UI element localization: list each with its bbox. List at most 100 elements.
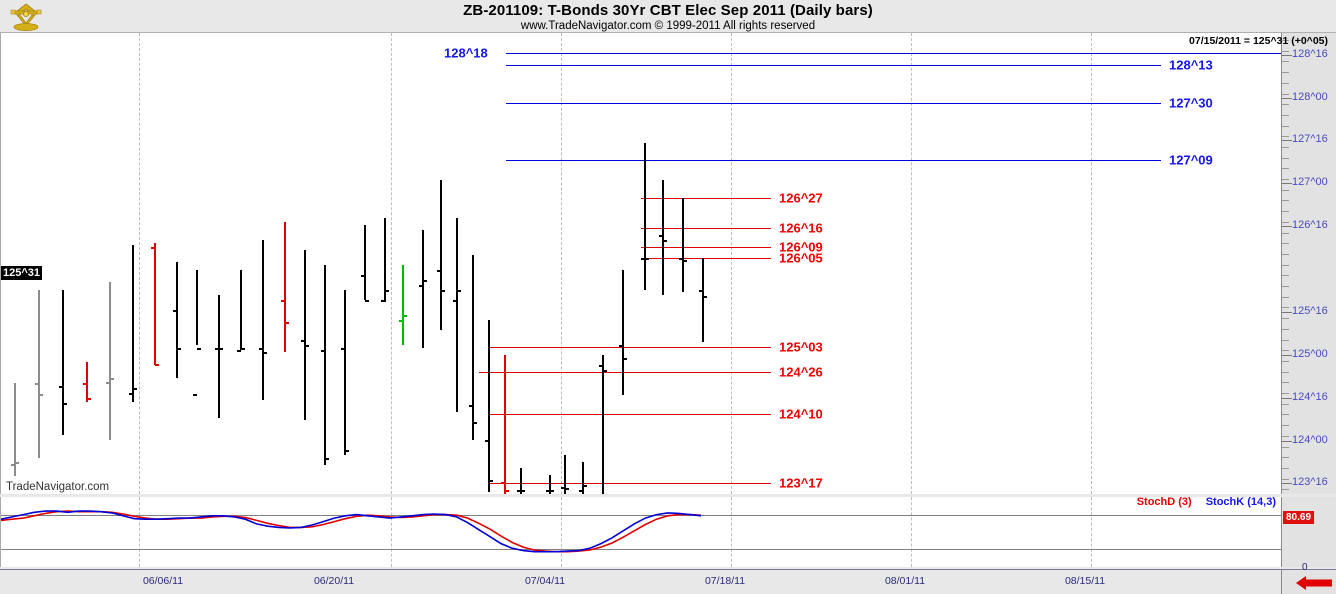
level-label-128^13: 128^13 bbox=[1169, 57, 1213, 73]
bar-stem bbox=[456, 218, 458, 412]
bar-close-tick bbox=[263, 352, 267, 354]
price-axis-minor-tick bbox=[1282, 222, 1289, 223]
price-axis-tick bbox=[1282, 226, 1292, 227]
bar-open-tick bbox=[281, 300, 285, 302]
ohlc-bar bbox=[641, 143, 649, 290]
oscillator-vertical-gridline bbox=[911, 497, 912, 567]
price-axis-minor-tick bbox=[1282, 340, 1289, 341]
price-axis-label: 125^00 bbox=[1292, 348, 1328, 360]
date-axis[interactable]: 06/06/11 06/20/11 07/04/11 07/18/11 08/01/11… bbox=[0, 570, 1336, 594]
price-axis-minor-tick bbox=[1282, 61, 1289, 62]
oscillator-axis: 80.69 bbox=[1281, 497, 1336, 567]
bar-open-tick bbox=[579, 490, 583, 492]
ohlc-bar bbox=[469, 255, 477, 440]
price-axis-minor-tick bbox=[1282, 254, 1289, 255]
level-label-127^09: 127^09 bbox=[1169, 152, 1213, 168]
bar-close-tick bbox=[87, 398, 91, 400]
bar-close-tick bbox=[703, 296, 707, 298]
price-axis-minor-tick bbox=[1282, 382, 1289, 383]
ohlc-bar bbox=[437, 180, 445, 330]
bar-close-tick bbox=[219, 348, 223, 350]
bar-close-tick bbox=[197, 348, 201, 350]
bar-open-tick bbox=[215, 348, 219, 350]
bar-stem bbox=[549, 475, 551, 497]
price-axis-label: 128^16 bbox=[1292, 48, 1328, 60]
bar-close-tick bbox=[133, 388, 137, 390]
price-axis-label: 127^00 bbox=[1292, 176, 1328, 188]
bar-close-tick bbox=[683, 260, 687, 262]
level-label-127^30: 127^30 bbox=[1169, 95, 1213, 111]
ohlc-bar bbox=[237, 270, 245, 352]
bar-stem bbox=[682, 198, 684, 292]
price-axis-minor-tick bbox=[1282, 40, 1289, 41]
level-label-126^27: 126^27 bbox=[779, 190, 823, 206]
price-axis-minor-tick bbox=[1282, 318, 1289, 319]
ohlc-bar bbox=[485, 320, 493, 492]
price-axis-tick bbox=[1282, 312, 1292, 313]
oscillator-vertical-gridline bbox=[391, 497, 392, 567]
ohlc-bar bbox=[501, 355, 509, 497]
price-axis-minor-tick bbox=[1282, 436, 1289, 437]
bar-stem bbox=[662, 180, 664, 295]
bar-close-tick bbox=[645, 258, 649, 260]
ohlc-bar bbox=[215, 295, 223, 418]
price-axis-minor-tick bbox=[1282, 447, 1289, 448]
bar-close-tick bbox=[505, 490, 509, 492]
bar-close-tick bbox=[603, 370, 607, 372]
bar-close-tick bbox=[63, 403, 67, 405]
price-axis-minor-tick bbox=[1282, 404, 1289, 405]
bar-stem bbox=[196, 270, 198, 345]
level-line-124^10 bbox=[488, 414, 771, 415]
price-axis-minor-tick bbox=[1282, 372, 1289, 373]
bar-close-tick bbox=[473, 422, 477, 424]
price-axis-minor-tick bbox=[1282, 168, 1289, 169]
bar-stem bbox=[14, 383, 16, 476]
bar-open-tick bbox=[381, 300, 385, 302]
bar-stem bbox=[422, 230, 424, 348]
left-arrow-icon[interactable] bbox=[1296, 576, 1332, 590]
ohlc-bar bbox=[361, 225, 369, 302]
ohlc-bar bbox=[561, 455, 569, 497]
bar-stem bbox=[324, 265, 326, 465]
level-label-126^09: 126^09 bbox=[779, 239, 823, 255]
bar-close-tick bbox=[110, 378, 114, 380]
ohlc-bar bbox=[281, 222, 289, 352]
bar-close-tick bbox=[385, 290, 389, 292]
bar-stem bbox=[344, 290, 346, 455]
price-axis-minor-tick bbox=[1282, 233, 1289, 234]
zero-label: 0 bbox=[1302, 562, 1308, 573]
ohlc-bar bbox=[546, 475, 554, 497]
level-label-126^05: 126^05 bbox=[779, 250, 823, 266]
bar-stem bbox=[304, 250, 306, 420]
level-line-128^18 bbox=[506, 53, 1282, 54]
stochastic-pane[interactable] bbox=[0, 497, 1282, 567]
price-axis-label: 125^16 bbox=[1292, 305, 1328, 317]
oscillator-value-badge: 80.69 bbox=[1283, 511, 1315, 524]
bar-close-tick bbox=[325, 458, 329, 460]
bar-open-tick bbox=[259, 348, 263, 350]
bar-stem bbox=[132, 245, 134, 402]
bar-open-tick bbox=[193, 394, 197, 396]
bar-stem bbox=[86, 362, 88, 402]
level-label-123^17: 123^17 bbox=[779, 475, 823, 491]
date-axis-label: 07/18/11 bbox=[704, 575, 746, 587]
price-axis-minor-tick bbox=[1282, 136, 1289, 137]
price-axis[interactable]: 128^16 128^00 127^16 127^00 126^16 125^16 125^… bbox=[1281, 33, 1336, 494]
price-axis-minor-tick bbox=[1282, 479, 1289, 480]
bar-open-tick bbox=[437, 270, 441, 272]
price-pane[interactable]: 128^18 128^13 127^30 127^09 126^27 126^16 126^… bbox=[0, 33, 1282, 497]
ohlc-bar bbox=[419, 230, 427, 348]
vertical-gridline bbox=[139, 33, 140, 494]
last-quote-text: 07/15/2011 = 125^31 (+0^05) bbox=[1189, 35, 1328, 47]
price-axis-minor-tick bbox=[1282, 393, 1289, 394]
date-axis-label: 08/01/11 bbox=[884, 575, 926, 587]
price-axis-minor-tick bbox=[1282, 265, 1289, 266]
price-axis-label: 123^16 bbox=[1292, 476, 1328, 488]
ohlc-bar bbox=[517, 468, 525, 497]
bar-open-tick bbox=[599, 365, 603, 367]
level-label-125^03: 125^03 bbox=[779, 339, 823, 355]
price-axis-minor-tick bbox=[1282, 51, 1289, 52]
price-axis-tick bbox=[1282, 398, 1292, 399]
bar-open-tick bbox=[151, 247, 155, 249]
